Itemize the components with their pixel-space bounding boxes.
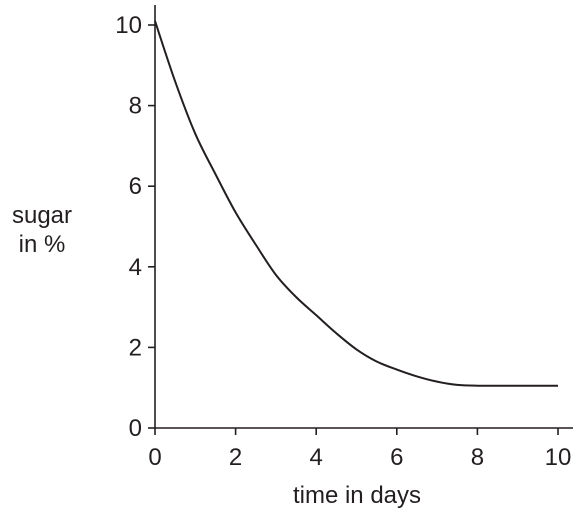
y-ticks: 0 2 4 6 8 10 xyxy=(115,12,155,442)
x-tick-label: 10 xyxy=(545,444,572,471)
y-tick-label: 10 xyxy=(115,12,142,39)
y-tick-label: 8 xyxy=(129,93,142,120)
y-tick-label: 6 xyxy=(129,173,142,200)
x-tick-label: 8 xyxy=(471,444,484,471)
y-tick-label: 4 xyxy=(129,254,142,281)
y-tick-label: 2 xyxy=(129,334,142,361)
x-tick-label: 0 xyxy=(148,444,161,471)
sugar-curve xyxy=(154,20,558,387)
axes xyxy=(154,5,573,429)
x-axis-title: time in days xyxy=(293,482,421,509)
y-axis-title-line-1: sugar xyxy=(12,202,72,229)
x-tick-label: 6 xyxy=(390,444,403,471)
y-axis-title-line-2: in % xyxy=(19,231,66,258)
x-tick-label: 4 xyxy=(310,444,323,471)
x-tick-label: 2 xyxy=(229,444,242,471)
y-tick-label: 0 xyxy=(129,415,142,442)
x-ticks: 0 2 4 6 8 10 xyxy=(148,428,571,471)
